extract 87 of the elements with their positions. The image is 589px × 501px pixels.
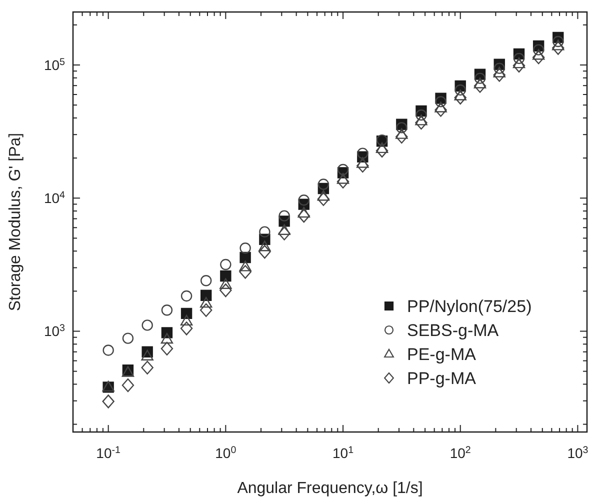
- legend-label: PP/Nylon(75/25): [407, 297, 532, 316]
- point: [396, 130, 408, 144]
- point: [141, 360, 154, 374]
- point: [298, 208, 310, 223]
- point: [336, 173, 350, 184]
- x-tick-label: 10$^{1}$: [332, 444, 354, 461]
- point: [240, 242, 251, 254]
- point: [356, 157, 369, 168]
- x-tick-label: 10$^{0}$: [215, 444, 237, 461]
- point: [552, 36, 564, 48]
- y-tick-label: 10$^{4}$: [44, 190, 66, 206]
- point: [102, 394, 114, 408]
- point: [512, 58, 526, 73]
- x-axis-title: Angular Frequency,ω [1/s]: [237, 480, 423, 497]
- point: [532, 50, 545, 64]
- point: [434, 103, 447, 117]
- point: [513, 52, 525, 64]
- point: [415, 114, 428, 126]
- point: [356, 158, 369, 173]
- point: [435, 96, 446, 108]
- point: [318, 178, 330, 190]
- point: [141, 350, 154, 360]
- point: [376, 144, 388, 158]
- point: [474, 79, 486, 93]
- point: [396, 128, 408, 139]
- point: [434, 102, 447, 112]
- point: [532, 44, 544, 56]
- x-tick-label: 10$^{2}$: [450, 444, 471, 461]
- point: [278, 210, 290, 222]
- point: [161, 304, 173, 316]
- point: [336, 174, 350, 188]
- point: [180, 290, 192, 302]
- point: [220, 258, 232, 270]
- x-tick-label: 10$^{-1}$: [96, 444, 120, 461]
- point: [180, 314, 193, 326]
- point: [259, 226, 270, 238]
- point: [337, 164, 349, 176]
- point: [454, 90, 466, 100]
- point: [357, 148, 368, 159]
- point: [454, 84, 466, 96]
- point: [239, 260, 252, 272]
- point: [278, 224, 290, 235]
- point: [180, 322, 193, 336]
- point: [552, 40, 564, 50]
- point: [200, 275, 212, 286]
- legend-label: PP-g-MA: [407, 369, 477, 388]
- point: [180, 308, 192, 320]
- point: [512, 57, 526, 68]
- point: [239, 265, 252, 279]
- point: [298, 194, 310, 206]
- point: [258, 240, 271, 252]
- point: [220, 278, 232, 289]
- legend-label: PE-g-MA: [407, 345, 477, 364]
- point: [493, 68, 506, 82]
- point: [258, 244, 271, 259]
- point: [200, 296, 212, 308]
- point: [552, 41, 564, 55]
- point: [122, 332, 134, 344]
- point: [317, 192, 330, 206]
- point: [532, 49, 545, 60]
- point: [220, 270, 232, 282]
- point: [474, 72, 486, 84]
- point: [160, 342, 174, 356]
- point: [122, 378, 134, 392]
- point: [494, 62, 505, 74]
- legend-label: SEBS-g-MA: [407, 321, 500, 340]
- point: [200, 303, 212, 317]
- y-axis-title: Storage Modulus, G' [Pa]: [7, 132, 24, 312]
- point: [160, 332, 174, 344]
- x-tick-label: 10$^{3}$: [567, 444, 589, 461]
- point: [493, 66, 506, 78]
- point: [278, 226, 290, 240]
- point: [396, 122, 408, 134]
- point: [474, 78, 486, 88]
- y-tick-label: 10$^{3}$: [44, 322, 66, 340]
- point: [317, 190, 330, 201]
- point: [376, 142, 388, 154]
- point: [200, 290, 212, 301]
- point: [416, 109, 427, 121]
- point: [220, 283, 232, 298]
- point: [298, 206, 310, 218]
- point: [240, 252, 251, 264]
- point: [415, 116, 428, 130]
- point: [142, 320, 153, 331]
- point: [454, 90, 466, 105]
- y-tick-label: 10$^{5}$: [44, 56, 66, 73]
- point: [102, 344, 114, 356]
